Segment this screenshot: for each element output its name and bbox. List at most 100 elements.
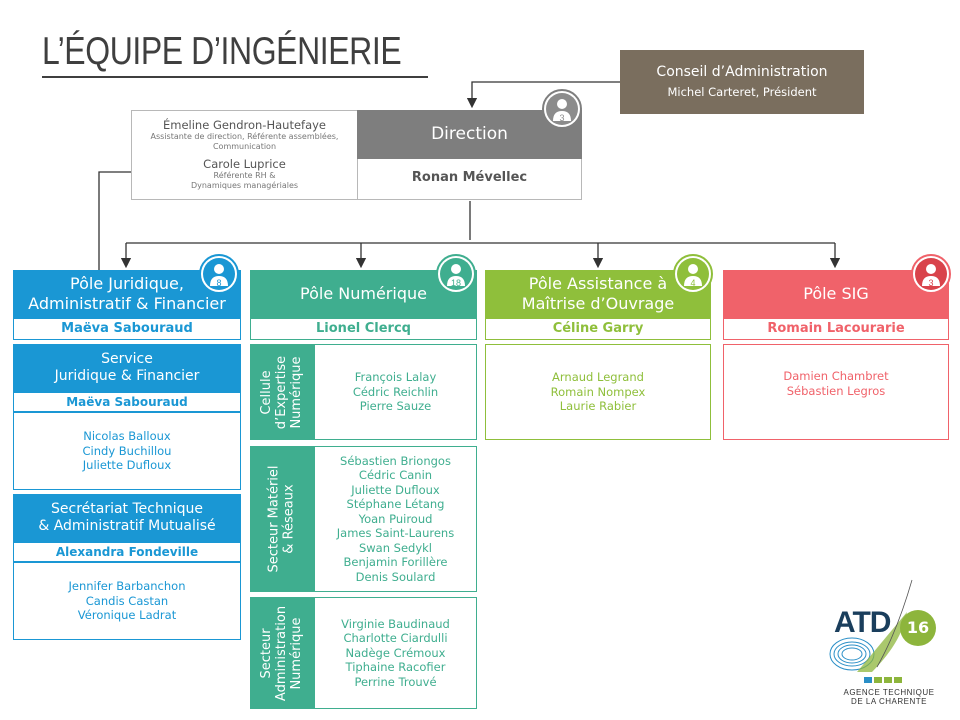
pole-sig-members: Damien Chambret Sébastien Legros	[723, 344, 949, 440]
materiel-label-1: Secteur Matériel	[267, 465, 282, 573]
direction-count: 3	[559, 113, 564, 123]
member: Cindy Buchillou	[82, 443, 172, 458]
member: Damien Chambret	[783, 369, 889, 383]
logo-tagline-1: AGENCE TECHNIQUE	[843, 688, 935, 697]
service-juridique-lead: Maëva Sabouraud	[13, 392, 241, 412]
pole-assistance-count-badge: 4	[673, 254, 713, 294]
cellule-label-3: Numérique	[289, 355, 305, 429]
member: Nadège Crémoux	[345, 645, 446, 660]
staff-role-1b: Communication	[212, 142, 277, 151]
member: Virginie Baudinaud	[341, 616, 450, 631]
cellule-label-1: Cellule	[259, 369, 275, 415]
service-juridique-members: Nicolas Balloux Cindy Buchillou Juliette…	[13, 412, 241, 490]
pole-assistance-title-1: Pôle Assistance à	[528, 274, 668, 293]
person-icon: 3	[546, 93, 578, 125]
secretariat-title-2: & Administratif Mutualisé	[38, 518, 216, 534]
pole-assistance-header: Pôle Assistance à Maîtrise d’Ouvrage	[485, 270, 711, 318]
pole-numerique-header: Pôle Numérique	[250, 270, 477, 318]
pole-assistance-count: 4	[690, 278, 695, 288]
service-juridique-title-1: Service	[101, 351, 153, 367]
member: Laurie Rabier	[559, 399, 637, 414]
member: Cédric Reichlin	[352, 384, 439, 399]
member: Perrine Trouvé	[354, 674, 437, 689]
cellule-label-2: d’Expertise	[274, 355, 290, 429]
pole-juridique-lead: Maëva Sabouraud	[13, 318, 241, 340]
member: François Lalay	[354, 370, 437, 385]
member: Swan Sedykl	[358, 540, 433, 555]
direction-staff-box: Émeline Gendron-Hautefaye Assistante de …	[131, 110, 357, 200]
materiel-label: Secteur Matériel & Réseaux	[250, 446, 314, 592]
cellule-label: Cellule d’Expertise Numérique	[250, 344, 314, 440]
person-icon: 8	[203, 258, 235, 290]
cellule-members: François Lalay Cédric Reichlin Pierre Sa…	[314, 344, 477, 440]
pole-sig-count-badge: 3	[911, 254, 951, 294]
member: Benjamin Forillère	[343, 555, 448, 570]
administration-members: Virginie Baudinaud Charlotte Ciardulli N…	[314, 597, 477, 709]
staff-name-2: Carole Luprice	[203, 157, 286, 171]
staff-role-1a: Assistante de direction, Référente assem…	[150, 132, 339, 141]
administration-label-2: Administration	[274, 605, 290, 701]
person-icon: 4	[677, 258, 709, 290]
title-underline	[42, 76, 428, 78]
direction-count-badge: 3	[542, 89, 582, 129]
pole-assistance-members: Arnaud Legrand Romain Nompex Laurie Rabi…	[485, 344, 711, 440]
logo-tagline: AGENCE TECHNIQUE DE LA CHARENTE	[834, 688, 944, 706]
member: Yoan Puiroud	[358, 511, 433, 526]
secretariat-lead: Alexandra Fondeville	[13, 542, 241, 562]
pole-numerique-count-badge: 18	[436, 254, 476, 294]
pole-juridique-title-1: Pôle Juridique,	[70, 274, 184, 293]
member: Sébastien Briongos	[340, 453, 451, 468]
member: Candis Castan	[85, 593, 169, 608]
pole-sig-lead: Romain Lacourarie	[723, 318, 949, 340]
member: Charlotte Ciardulli	[343, 631, 448, 646]
pole-juridique-count: 8	[216, 278, 221, 288]
secretariat-header: Secrétariat Technique & Administratif Mu…	[13, 494, 241, 542]
member: Véronique Ladrat	[77, 608, 177, 623]
atd16-logo: ATD 16 AGENCE TECHNIQUE DE LA CHARENTE	[812, 572, 952, 712]
person-icon: 3	[915, 258, 947, 290]
pole-juridique-header: Pôle Juridique, Administratif & Financie…	[13, 270, 241, 318]
pole-sig-title: Pôle SIG	[803, 284, 869, 303]
member: Stéphane Létang	[346, 497, 445, 512]
staff-role-2b: Dynamiques managériales	[190, 181, 299, 190]
member: Pierre Sauze	[359, 399, 432, 414]
conseil-administration-box: Conseil d’Administration Michel Carteret…	[620, 50, 864, 114]
materiel-label-2: & Réseaux	[282, 484, 297, 554]
member: Sébastien Legros	[786, 383, 886, 398]
member: Denis Soulard	[355, 569, 436, 584]
service-juridique-header: Service Juridique & Financier	[13, 344, 241, 392]
member: Romain Nompex	[550, 384, 646, 399]
page-title: L’ÉQUIPE D’INGÉNIERIE	[42, 30, 402, 73]
pole-sig-count: 3	[928, 278, 933, 288]
logo-swirl-graphic	[829, 579, 913, 683]
staff-name-1: Émeline Gendron-Hautefaye	[162, 118, 327, 132]
secretariat-members: Jennifer Barbanchon Candis Castan Véroni…	[13, 562, 241, 640]
administration-label-1: Secteur	[259, 627, 275, 679]
pole-numerique-count: 18	[451, 278, 461, 288]
member: Cédric Canin	[358, 468, 433, 483]
conseil-president: Michel Carteret, Président	[667, 85, 817, 99]
service-juridique-title-2: Juridique & Financier	[54, 368, 200, 384]
administration-label-3: Numérique	[289, 616, 305, 690]
direction-head-name: Ronan Mévellec	[357, 159, 582, 200]
conseil-title: Conseil d’Administration	[656, 64, 828, 80]
logo-tagline-2: DE LA CHARENTE	[851, 697, 927, 706]
member: Tiphaine Racofier	[345, 660, 446, 675]
pole-juridique-title-2: Administratif & Financier	[28, 294, 226, 313]
staff-role-2a: Référente RH &	[213, 171, 276, 180]
pole-assistance-lead: Céline Garry	[485, 318, 711, 340]
member: Juliette Dufloux	[351, 482, 440, 497]
pole-numerique-lead: Lionel Clercq	[250, 318, 477, 340]
logo-brand: ATD	[834, 606, 891, 639]
materiel-members: Sébastien Briongos Cédric Canin Juliette…	[314, 446, 477, 592]
secretariat-title-1: Secrétariat Technique	[51, 501, 203, 517]
member: Juliette Dufloux	[82, 458, 172, 473]
logo-number: 16	[900, 610, 936, 646]
member: James Saint-Laurens	[336, 526, 455, 541]
conseil-to-direction-line	[466, 81, 620, 109]
pole-juridique-count-badge: 8	[199, 254, 239, 294]
member: Jennifer Barbanchon	[68, 579, 186, 594]
pole-numerique-title: Pôle Numérique	[300, 284, 427, 303]
pole-assistance-title-2: Maîtrise d’Ouvrage	[521, 294, 675, 313]
person-icon: 18	[440, 258, 472, 290]
